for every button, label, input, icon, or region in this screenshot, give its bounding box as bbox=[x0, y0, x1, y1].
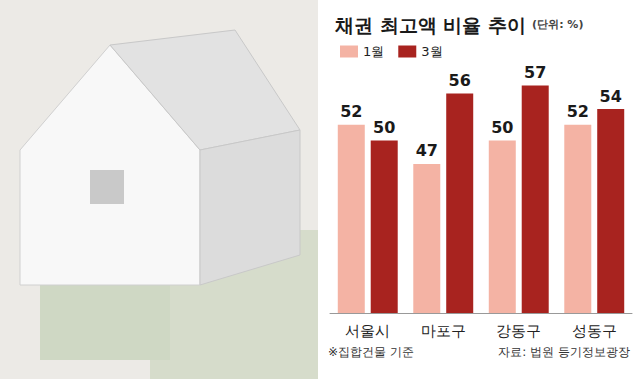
svg-text:※집합건물 기준: ※집합건물 기준 bbox=[328, 345, 414, 359]
svg-text:3월: 3월 bbox=[421, 44, 442, 59]
svg-text:50: 50 bbox=[491, 118, 513, 137]
svg-text:채권 최고액 비율 추이: 채권 최고액 비율 추이 bbox=[334, 14, 526, 36]
svg-text:마포구: 마포구 bbox=[421, 322, 466, 340]
svg-text:47: 47 bbox=[416, 141, 438, 160]
svg-text:강동구: 강동구 bbox=[496, 322, 541, 340]
svg-text:52: 52 bbox=[567, 102, 589, 121]
svg-text:56: 56 bbox=[449, 71, 471, 90]
svg-text:1월: 1월 bbox=[363, 44, 384, 59]
svg-text:(단위: %): (단위: %) bbox=[532, 18, 583, 31]
svg-text:서울시: 서울시 bbox=[345, 322, 390, 340]
svg-text:54: 54 bbox=[600, 87, 622, 106]
svg-text:52: 52 bbox=[340, 102, 362, 121]
svg-text:성동구: 성동구 bbox=[572, 322, 617, 340]
svg-text:자료: 법원 등기정보광장: 자료: 법원 등기정보광장 bbox=[498, 345, 630, 359]
svg-text:50: 50 bbox=[373, 118, 395, 137]
svg-text:57: 57 bbox=[524, 63, 546, 82]
